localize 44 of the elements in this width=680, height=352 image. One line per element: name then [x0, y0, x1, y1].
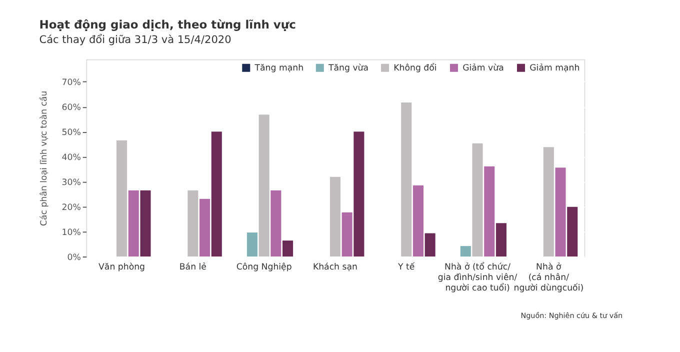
bar [484, 166, 495, 257]
y-tick-label: 50% [62, 128, 81, 138]
bar [401, 102, 412, 257]
bar [472, 143, 483, 257]
bar [412, 185, 424, 257]
bar [330, 176, 340, 257]
bar [342, 212, 352, 257]
bar [424, 233, 436, 257]
legend-label: Giảm vừa [462, 64, 504, 74]
y-tick-label: 10% [62, 228, 81, 238]
bar [543, 147, 554, 257]
y-tick-label: 0% [67, 252, 81, 263]
bar [200, 198, 210, 257]
y-tick-label: 30% [62, 178, 81, 188]
bar [246, 232, 258, 257]
bar [496, 223, 506, 257]
bar [555, 168, 566, 257]
bar [140, 190, 151, 257]
bar [116, 140, 128, 257]
x-tick-label: Công Nghiệp [236, 262, 292, 272]
bar [270, 190, 282, 257]
y-tick-label: 40% [62, 152, 81, 163]
y-tick-label: 70% [62, 78, 81, 88]
legend-label: Giảm mạnh [530, 64, 580, 74]
y-tick-label: 60% [62, 103, 81, 114]
x-tick-label: Bán lẻ [179, 262, 206, 272]
chart-subtitle: Các thay đổi giữa 31/3 và 15/4/2020 [39, 32, 232, 46]
bar [211, 132, 222, 257]
legend-label: Tăng vừa [328, 64, 369, 74]
bar [128, 190, 139, 257]
legend-label: Tăng mạnh [254, 64, 304, 74]
x-tick-label: Văn phòng [98, 262, 146, 272]
y-tick-label: 20% [62, 202, 81, 213]
y-axis-title: Các phân loại lĩnh vực toàn cầu [38, 90, 50, 226]
bar [354, 132, 364, 257]
bar [282, 240, 294, 257]
bar [258, 114, 270, 257]
legend-label: Không đổi [394, 62, 437, 74]
x-tick-label: Y tế [397, 261, 416, 272]
bar [567, 206, 578, 257]
x-tick-label: Khách sạn [312, 262, 358, 272]
bar [188, 190, 198, 257]
chart-title: Hoạt động giao dịch, theo từng lĩnh vực [39, 18, 296, 32]
bar [460, 246, 471, 257]
